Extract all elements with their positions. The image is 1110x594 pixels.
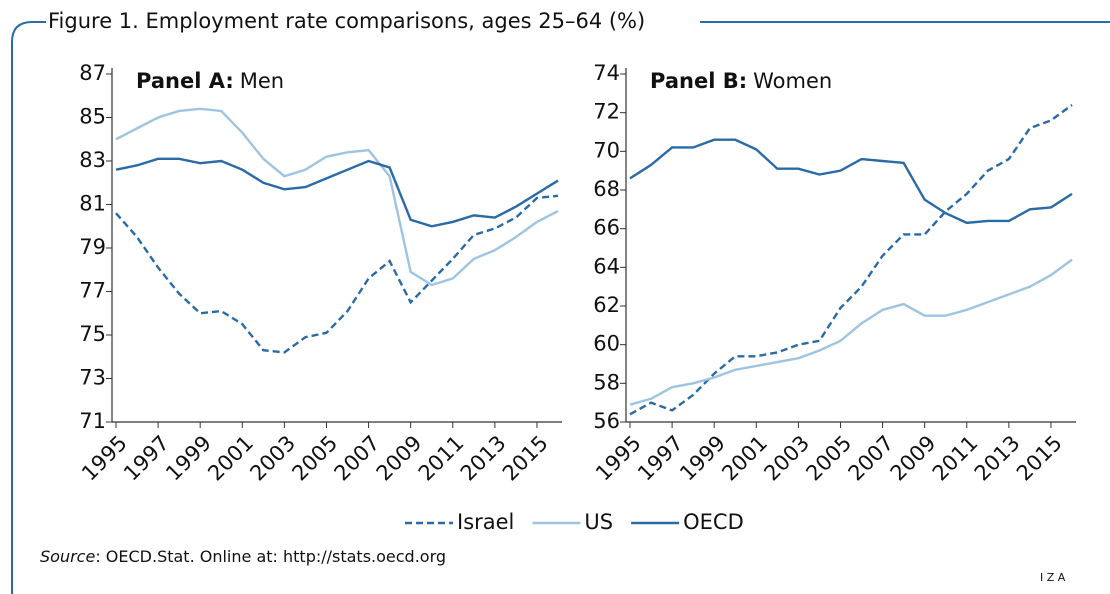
panel-name: Men [240, 69, 284, 93]
figure-title: Figure 1. Employment rate comparisons, a… [48, 9, 645, 33]
x-tick-label: 2013 [970, 431, 1025, 486]
legend-label: US [584, 510, 613, 534]
x-tick-label: 1997 [119, 431, 174, 486]
y-tick-label: 66 [593, 216, 620, 240]
x-tick-label: 2007 [844, 431, 899, 486]
y-tick-label: 60 [593, 332, 620, 356]
x-tick-label: 2009 [372, 431, 427, 486]
x-tick-label: 2011 [414, 431, 469, 486]
y-tick-label: 62 [593, 293, 620, 317]
x-tick-label: 1995 [77, 431, 132, 486]
panel-label: Panel A: [136, 69, 234, 93]
panel-name: Women [753, 69, 832, 93]
y-tick-label: 83 [79, 148, 106, 172]
y-tick-label: 77 [79, 279, 106, 303]
x-tick-label: 2001 [717, 431, 772, 486]
series-line [115, 107, 559, 287]
y-tick-label: 75 [79, 322, 106, 346]
y-tick-label: 72 [593, 100, 620, 124]
x-tick-label: 2003 [245, 431, 300, 486]
x-tick-label: 2015 [498, 431, 553, 486]
series-line [629, 103, 1073, 416]
y-tick-label: 56 [593, 409, 620, 433]
x-tick-label: 2015 [1012, 431, 1067, 486]
x-tick-label: 1997 [633, 431, 688, 486]
x-tick-label: 1999 [675, 431, 730, 486]
panel-title: Panel B: Women [650, 69, 832, 93]
legend-label: OECD [683, 510, 744, 534]
y-tick-label: 79 [79, 235, 106, 259]
series-line [629, 258, 1073, 406]
x-tick-label: 2007 [330, 431, 385, 486]
y-tick-label: 71 [79, 409, 106, 433]
x-tick-label: 1995 [591, 431, 646, 486]
y-tick-label: 73 [79, 366, 106, 390]
panel-label: Panel B: [650, 69, 747, 93]
source-text: : OECD.Stat. Online at: http://stats.oec… [95, 547, 446, 566]
y-tick-label: 58 [593, 370, 620, 394]
frame [11, 21, 1110, 594]
source: Source: OECD.Stat. Online at: http://sta… [40, 547, 446, 566]
x-tick-label: 2009 [886, 431, 941, 486]
y-tick-label: 85 [79, 105, 106, 129]
legend-label: Israel [457, 510, 514, 534]
y-tick-label: 68 [593, 177, 620, 201]
y-tick-label: 87 [79, 61, 106, 85]
x-tick-label: 2011 [928, 431, 983, 486]
panel-title: Panel A: Men [136, 69, 284, 93]
x-tick-label: 2003 [759, 431, 814, 486]
x-tick-label: 2013 [456, 431, 511, 486]
series-line [115, 157, 559, 228]
x-tick-label: 2005 [287, 431, 342, 486]
y-tick-label: 81 [79, 192, 106, 216]
y-tick-label: 74 [593, 61, 620, 85]
logo: I Z A [1040, 571, 1066, 584]
x-tick-label: 2005 [801, 431, 856, 486]
y-tick-label: 64 [593, 254, 620, 278]
x-tick-label: 2001 [203, 431, 258, 486]
x-tick-label: 1999 [161, 431, 216, 486]
series-line [115, 194, 559, 354]
source-label: Source [40, 547, 95, 566]
series-line [629, 138, 1073, 225]
y-tick-label: 70 [593, 138, 620, 162]
